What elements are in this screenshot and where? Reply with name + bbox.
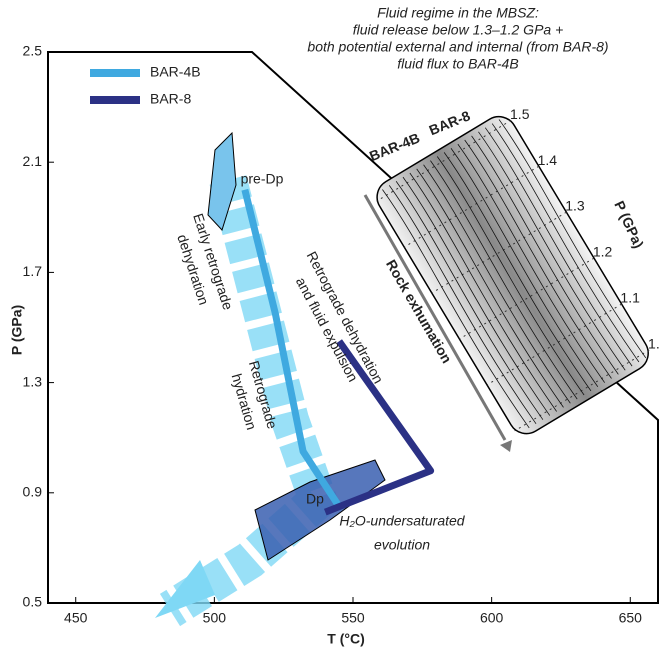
- x-tick-label: 500: [203, 610, 227, 626]
- inset-tick-label: 1.3: [565, 198, 585, 214]
- exhumation-arrowhead: [500, 440, 512, 452]
- inset-sample: BAR-4B: [367, 129, 422, 164]
- inset-tick-label: 1.4: [538, 152, 558, 168]
- y-tick-label: 1.7: [23, 263, 43, 279]
- y-tick-label: 0.5: [23, 594, 43, 610]
- legend-label: BAR-4B: [150, 64, 201, 80]
- annotation: evolution: [374, 537, 430, 553]
- title-line: fluid flux to BAR-4B: [397, 56, 518, 72]
- inset-tick-label: 1.2: [593, 244, 613, 260]
- inset-tick-label: 1.1: [620, 290, 640, 306]
- rock-block: [370, 110, 654, 440]
- y-tick-label: 1.3: [23, 373, 43, 389]
- legend-label: BAR-8: [150, 91, 191, 107]
- x-tick-label: 650: [619, 610, 643, 626]
- title-line: fluid release below 1.3–1.2 GPa +: [353, 22, 564, 38]
- annotation: pre-Dp: [241, 171, 284, 187]
- inset-axis-label: P (GPa): [611, 198, 647, 250]
- annotation: H₂O-undersaturated: [339, 513, 465, 529]
- inset: 1.5 1.4 1.3 1.2 1.1 1.0: [370, 97, 659, 440]
- inset-tick-label: 1.0: [648, 336, 659, 352]
- x-tick-label: 550: [341, 610, 365, 626]
- chart: 1.5 1.4 1.3 1.2 1.1 1.0 450 500 550 600 650 0.5 0.9…: [0, 0, 659, 658]
- x-tick-label: 450: [64, 610, 88, 626]
- y-tick-label: 0.9: [23, 484, 43, 500]
- x-axis-label: T (°C): [327, 631, 364, 647]
- x-tick-label: 600: [480, 610, 504, 626]
- title-line: both potential external and internal (fr…: [307, 39, 608, 55]
- y-axis-label: P (GPa): [9, 305, 25, 355]
- annotation: Dp: [306, 491, 324, 507]
- y-tick-label: 2.1: [23, 153, 43, 169]
- title-line: Fluid regime in the MBSZ:: [377, 5, 539, 21]
- inset-tick-label: 1.5: [510, 106, 530, 122]
- y-tick-label: 2.5: [23, 43, 43, 59]
